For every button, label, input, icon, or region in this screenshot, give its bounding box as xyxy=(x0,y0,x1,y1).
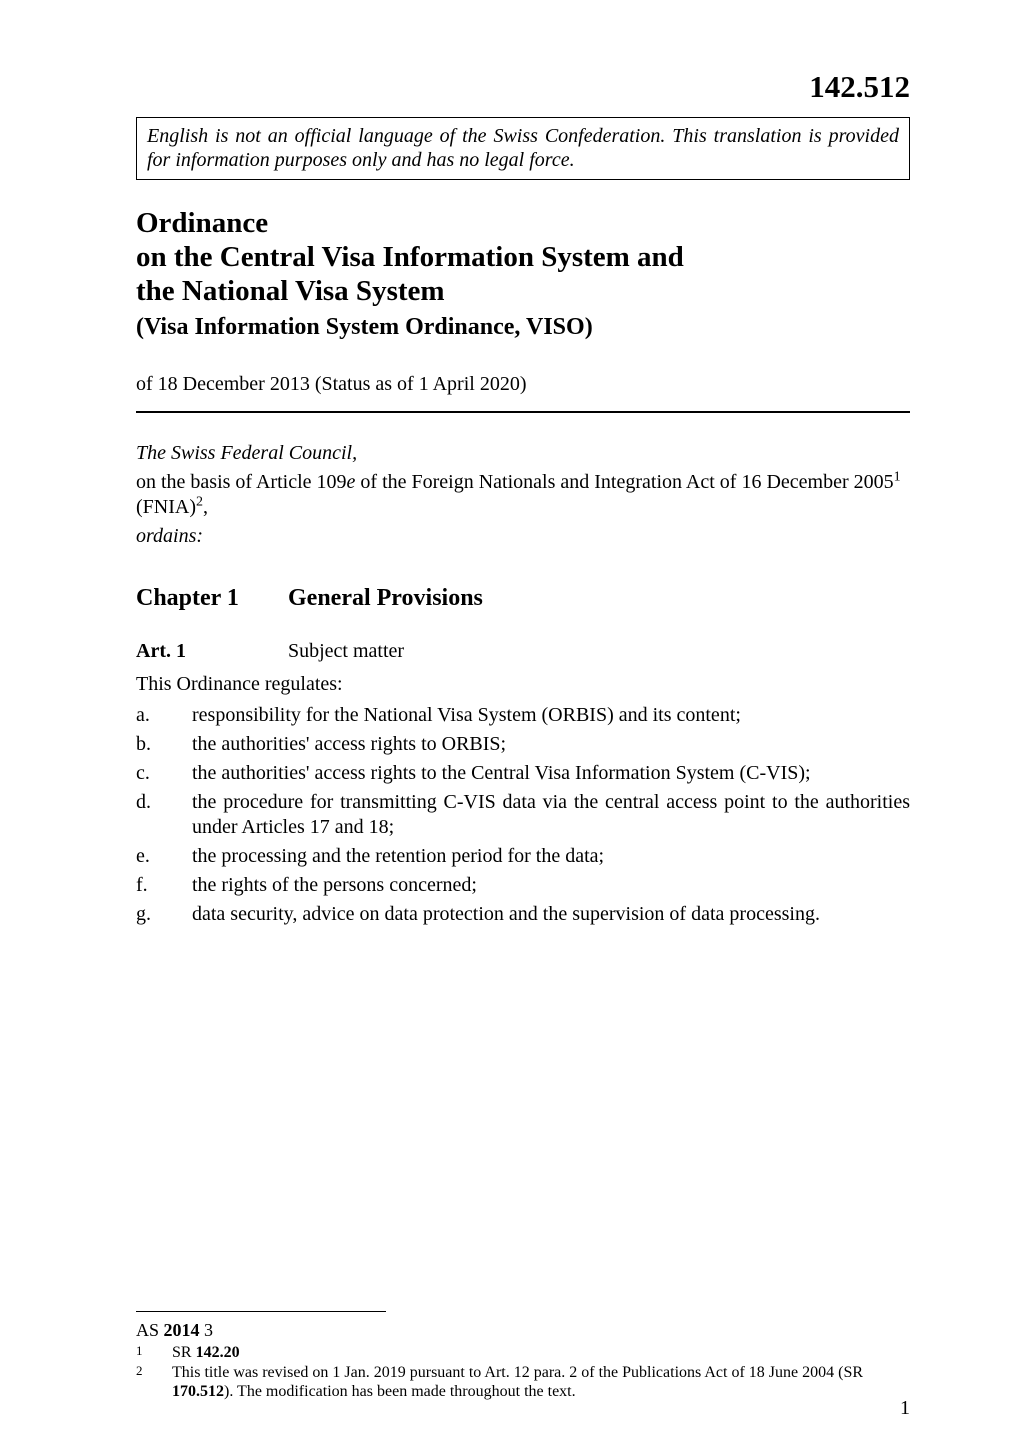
page: 142.512 English is not an official langu… xyxy=(0,0,1020,1447)
disclaimer-box: English is not an official language of t… xyxy=(136,117,910,180)
list-item: a. responsibility for the National Visa … xyxy=(136,703,910,728)
status-line: of 18 December 2013 (Status as of 1 Apri… xyxy=(136,372,910,397)
chapter-heading: Chapter 1General Provisions xyxy=(136,583,910,613)
chapter-number: Chapter 1 xyxy=(136,583,288,613)
article-number: Art. 1 xyxy=(136,639,288,664)
footnote-2: 2 This title was revised on 1 Jan. 2019 … xyxy=(136,1363,910,1401)
fn2-pre: This title was revised on 1 Jan. 2019 pu… xyxy=(172,1364,863,1381)
basis-sup1: 1 xyxy=(894,470,901,485)
footnote-rule xyxy=(136,1311,386,1312)
list-text: the authorities' access rights to ORBIS; xyxy=(192,732,910,757)
ordains: ordains: xyxy=(136,524,910,549)
list-text: data security, advice on data protection… xyxy=(192,902,910,927)
list-item: f. the rights of the persons concerned; xyxy=(136,873,910,898)
list-item: e. the processing and the retention peri… xyxy=(136,844,910,869)
as-reference: AS 2014 3 xyxy=(136,1320,910,1342)
disclaimer-text: English is not an official language of t… xyxy=(147,125,899,171)
list-text: responsibility for the National Visa Sys… xyxy=(192,703,910,728)
enacting-authority: The Swiss Federal Council, xyxy=(136,441,910,466)
basis-pre: on the basis of Article 109 xyxy=(136,471,347,493)
footnote-marker: 1 xyxy=(136,1343,172,1362)
footnote-text: SR 142.20 xyxy=(172,1343,910,1362)
title-block: Ordinance on the Central Visa Informatio… xyxy=(136,206,910,343)
list-marker: e. xyxy=(136,844,192,869)
title-line-2: on the Central Visa Information System a… xyxy=(136,240,910,274)
footnote-marker: 2 xyxy=(136,1363,172,1401)
chapter-title: General Provisions xyxy=(288,585,483,611)
list-marker: c. xyxy=(136,761,192,786)
article-heading: Art. 1Subject matter xyxy=(136,639,910,664)
fn2-bold: 170.512 xyxy=(172,1383,224,1400)
as-pre: AS xyxy=(136,1320,164,1340)
list-item: d. the procedure for transmitting C-VIS … xyxy=(136,790,910,840)
article-list: a. responsibility for the National Visa … xyxy=(136,703,910,927)
fn2-post: ). The modification has been made throug… xyxy=(224,1383,576,1400)
footnotes: AS 2014 3 1 SR 142.20 2 This title was r… xyxy=(136,1311,910,1401)
basis-post3: , xyxy=(203,496,208,518)
list-text: the processing and the retention period … xyxy=(192,844,910,869)
title-line-3: the National Visa System xyxy=(136,274,910,308)
legal-basis: on the basis of Article 109e of the Fore… xyxy=(136,470,910,520)
list-text: the procedure for transmitting C-VIS dat… xyxy=(192,790,910,840)
article-intro: This Ordinance regulates: xyxy=(136,672,910,697)
title-line-1: Ordinance xyxy=(136,206,910,240)
list-marker: f. xyxy=(136,873,192,898)
title-subtitle: (Visa Information System Ordinance, VISO… xyxy=(136,312,910,342)
list-marker: a. xyxy=(136,703,192,728)
as-bold: 2014 xyxy=(164,1320,200,1340)
list-text: the authorities' access rights to the Ce… xyxy=(192,761,910,786)
title-rule xyxy=(136,411,910,413)
basis-sup2: 2 xyxy=(196,495,203,510)
fn1-bold: 142.20 xyxy=(196,1344,240,1361)
footnote-1: 1 SR 142.20 xyxy=(136,1343,910,1362)
article-title: Subject matter xyxy=(288,640,404,662)
list-item: b. the authorities' access rights to ORB… xyxy=(136,732,910,757)
basis-post1: of the Foreign Nationals and Integration… xyxy=(355,471,893,493)
list-item: g. data security, advice on data protect… xyxy=(136,902,910,927)
footnote-text: This title was revised on 1 Jan. 2019 pu… xyxy=(172,1363,910,1401)
page-number: 1 xyxy=(900,1396,910,1421)
list-item: c. the authorities' access rights to the… xyxy=(136,761,910,786)
list-marker: g. xyxy=(136,902,192,927)
as-post: 3 xyxy=(200,1320,214,1340)
list-text: the rights of the persons concerned; xyxy=(192,873,910,898)
fn1-pre: SR xyxy=(172,1344,196,1361)
document-number: 142.512 xyxy=(136,68,910,107)
list-marker: d. xyxy=(136,790,192,840)
basis-post2: (FNIA) xyxy=(136,496,196,518)
list-marker: b. xyxy=(136,732,192,757)
